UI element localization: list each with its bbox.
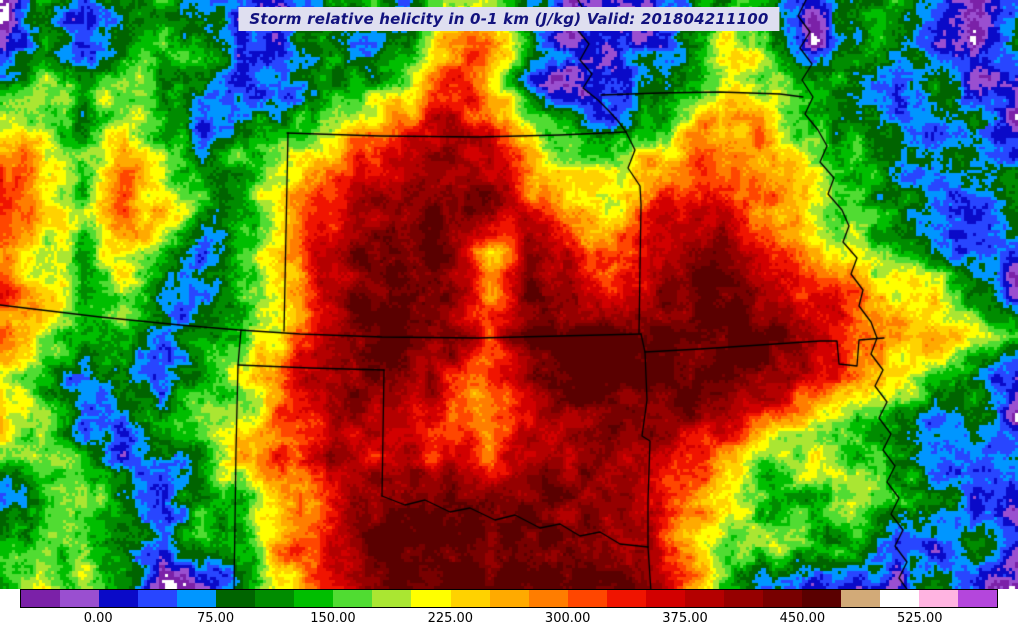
colorbar-segment [99, 590, 139, 607]
colorbar-segment [216, 590, 256, 607]
colorbar-segment [372, 590, 412, 607]
colorbar-segment [411, 590, 451, 607]
colorbar-segment [528, 590, 568, 607]
colorbar-segment [21, 590, 61, 607]
colorbar-tick-label: 525.00 [897, 611, 943, 626]
colorbar-tick-label: 375.00 [662, 611, 708, 626]
map-title: Storm relative helicity in 0-1 km (J/kg)… [238, 7, 780, 31]
colorbar-segment [60, 590, 100, 607]
colorbar-segment [177, 590, 217, 607]
colorbar-segment [880, 590, 920, 607]
colorbar [20, 589, 998, 608]
colorbar-tick-label: 0.00 [83, 611, 113, 626]
helicity-map-canvas [0, 0, 1018, 589]
colorbar-segment [958, 590, 998, 607]
colorbar-segment [567, 590, 607, 607]
colorbar-segment [606, 590, 646, 607]
colorbar-segment [450, 590, 490, 607]
colorbar-segment [801, 590, 841, 607]
colorbar-tick-label: 150.00 [310, 611, 356, 626]
colorbar-tick-label: 450.00 [779, 611, 826, 626]
colorbar-segment [919, 590, 959, 607]
colorbar-segment [138, 590, 178, 607]
colorbar-segment [684, 590, 724, 607]
colorbar-tick-label: 300.00 [544, 611, 591, 626]
colorbar-segment [333, 590, 373, 607]
colorbar-segment [294, 590, 334, 607]
colorbar-segment [840, 590, 881, 607]
colorbar-tick-label: 225.00 [427, 611, 474, 626]
colorbar-segment [762, 590, 802, 607]
colorbar-segment [645, 590, 685, 607]
colorbar-segment [723, 590, 763, 607]
colorbar-segment [255, 590, 295, 607]
colorbar-tick-label: 75.00 [196, 611, 235, 626]
colorbar-segment [489, 590, 529, 607]
